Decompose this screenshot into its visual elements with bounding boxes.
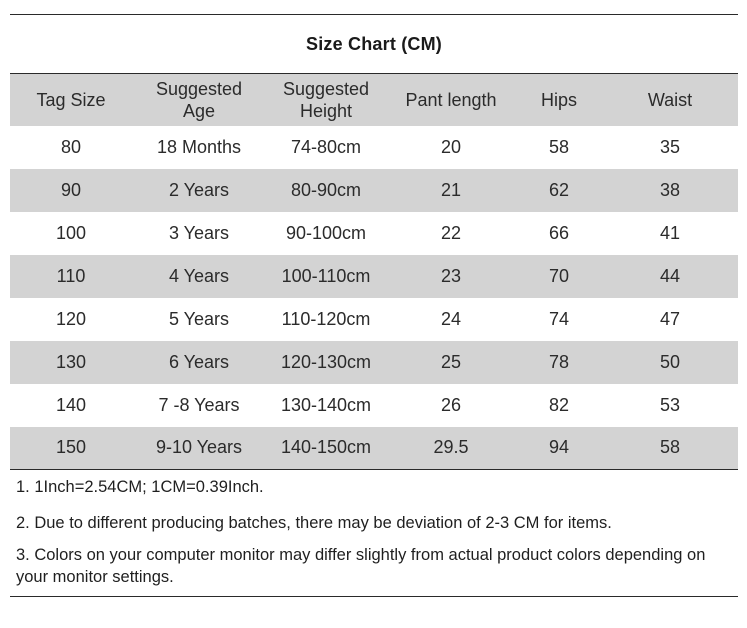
table-row: 130 6 Years 120-130cm 25 78 50 bbox=[10, 340, 738, 384]
cell-pant-length: 24 bbox=[440, 308, 462, 329]
header-hips: Hips bbox=[540, 89, 577, 110]
cell-pant-length: 23 bbox=[440, 265, 462, 286]
cell-waist: 53 bbox=[659, 394, 681, 415]
note-deviation: 2. Due to different producing batches, t… bbox=[16, 514, 612, 532]
size-chart: Size Chart (CM) Tag Size Suggested Age Sugg… bbox=[10, 14, 738, 597]
cell-hips: 66 bbox=[548, 222, 570, 243]
table-row: 100 3 Years 90-100cm 22 66 41 bbox=[10, 212, 738, 255]
cell-tag-size: 120 bbox=[55, 308, 87, 329]
cell-hips: 78 bbox=[548, 351, 570, 372]
table-row: 90 2 Years 80-90cm 21 62 38 bbox=[10, 168, 738, 212]
cell-age: 4 Years bbox=[168, 265, 230, 286]
cell-height: 100-110cm bbox=[281, 265, 371, 286]
cell-height: 110-120cm bbox=[281, 308, 371, 329]
header-age: Suggested Age bbox=[155, 78, 243, 121]
cell-waist: 47 bbox=[659, 308, 681, 329]
cell-age: 2 Years bbox=[168, 179, 230, 200]
size-table: Tag Size Suggested Age Suggested Height Pant … bbox=[10, 73, 738, 470]
header-height: Suggested Height bbox=[282, 78, 370, 121]
cell-waist: 50 bbox=[659, 351, 681, 372]
cell-waist: 58 bbox=[659, 437, 681, 458]
cell-pant-length: 29.5 bbox=[433, 437, 469, 458]
note-colors: 3. Colors on your computer monitor may d… bbox=[16, 546, 706, 586]
cell-waist: 35 bbox=[659, 136, 681, 157]
cell-age: 7 -8 Years bbox=[158, 394, 240, 415]
table-row: 110 4 Years 100-110cm 23 70 44 bbox=[10, 254, 738, 298]
cell-hips: 58 bbox=[548, 136, 570, 157]
cell-hips: 70 bbox=[548, 265, 570, 286]
cell-height: 80-90cm bbox=[290, 179, 362, 200]
cell-height: 74-80cm bbox=[290, 136, 362, 157]
cell-hips: 82 bbox=[548, 394, 570, 415]
note-conversion: 1. 1Inch=2.54CM; 1CM=0.39Inch. bbox=[16, 478, 264, 496]
cell-age: 9-10 Years bbox=[155, 437, 243, 458]
cell-pant-length: 22 bbox=[440, 222, 462, 243]
cell-waist: 38 bbox=[659, 179, 681, 200]
cell-age: 18 Months bbox=[156, 136, 242, 157]
cell-tag-size: 90 bbox=[60, 179, 82, 200]
cell-tag-size: 150 bbox=[55, 437, 87, 458]
table-row: 120 5 Years 110-120cm 24 74 47 bbox=[10, 298, 738, 341]
cell-height: 130-140cm bbox=[280, 394, 372, 415]
cell-pant-length: 21 bbox=[440, 179, 462, 200]
header-tag-size: Tag Size bbox=[36, 89, 106, 110]
cell-hips: 74 bbox=[548, 308, 570, 329]
cell-pant-length: 20 bbox=[440, 136, 462, 157]
notes: 1. 1Inch=2.54CM; 1CM=0.39Inch. 2. Due to… bbox=[10, 476, 738, 597]
cell-tag-size: 100 bbox=[55, 222, 87, 243]
cell-tag-size: 80 bbox=[60, 136, 82, 157]
cell-waist: 44 bbox=[659, 265, 681, 286]
table-row: 80 18 Months 74-80cm 20 58 35 bbox=[10, 126, 738, 169]
title-row: Size Chart (CM) bbox=[10, 14, 738, 73]
cell-tag-size: 110 bbox=[56, 265, 86, 286]
header-row: Tag Size Suggested Age Suggested Height Pant … bbox=[10, 73, 738, 126]
header-pant-length: Pant length bbox=[405, 89, 497, 110]
cell-height: 120-130cm bbox=[280, 351, 372, 372]
cell-hips: 62 bbox=[548, 179, 570, 200]
cell-hips: 94 bbox=[548, 437, 570, 458]
cell-pant-length: 26 bbox=[440, 394, 462, 415]
cell-tag-size: 130 bbox=[55, 351, 87, 372]
cell-tag-size: 140 bbox=[55, 394, 87, 415]
cell-height: 90-100cm bbox=[285, 222, 367, 243]
cell-pant-length: 25 bbox=[440, 351, 462, 372]
table-row: 150 9-10 Years 140-150cm 29.5 94 58 bbox=[10, 426, 738, 470]
header-waist: Waist bbox=[647, 89, 693, 110]
cell-age: 5 Years bbox=[168, 308, 230, 329]
cell-waist: 41 bbox=[659, 222, 681, 243]
cell-age: 6 Years bbox=[168, 351, 230, 372]
table-row: 140 7 -8 Years 130-140cm 26 82 53 bbox=[10, 384, 738, 427]
chart-title: Size Chart (CM) bbox=[305, 33, 442, 54]
cell-age: 3 Years bbox=[168, 222, 230, 243]
table-body: 80 18 Months 74-80cm 20 58 35 90 2 Years 80-90cm… bbox=[10, 126, 738, 470]
cell-height: 140-150cm bbox=[280, 437, 372, 458]
